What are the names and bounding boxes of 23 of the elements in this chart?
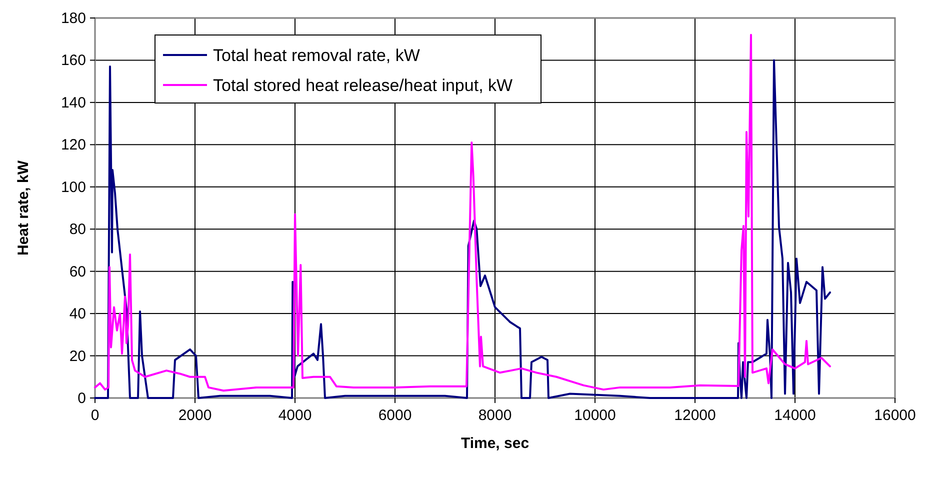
legend-label: Total stored heat release/heat input, kW — [213, 76, 513, 95]
y-tick-label: 0 — [78, 390, 86, 407]
y-tick-label: 160 — [60, 52, 86, 70]
x-tick-label: 12000 — [674, 407, 716, 424]
x-tick-label: 14000 — [774, 407, 816, 424]
x-tick-label: 8000 — [478, 407, 512, 424]
legend-label: Total heat removal rate, kW — [213, 46, 420, 65]
y-tick-label: 100 — [60, 178, 86, 196]
y-tick-label: 80 — [69, 221, 86, 238]
x-tick-label: 4000 — [278, 407, 312, 424]
y-tick-label: 20 — [69, 348, 86, 365]
x-tick-label: 0 — [90, 407, 100, 424]
y-tick-label: 40 — [69, 306, 86, 323]
x-tick-label: 2000 — [178, 407, 212, 424]
y-axis-title: Heat rate, kW — [15, 160, 32, 256]
x-tick-label: 10000 — [574, 407, 616, 424]
y-tick-label: 60 — [69, 263, 86, 280]
y-tick-label: 140 — [60, 94, 86, 112]
x-tick-label: 6000 — [378, 407, 412, 424]
x-tick-label: 16000 — [874, 407, 916, 424]
y-tick-label: 120 — [60, 136, 86, 154]
x-axis-title: Time, sec — [460, 435, 530, 452]
y-tick-label: 180 — [60, 10, 86, 27]
